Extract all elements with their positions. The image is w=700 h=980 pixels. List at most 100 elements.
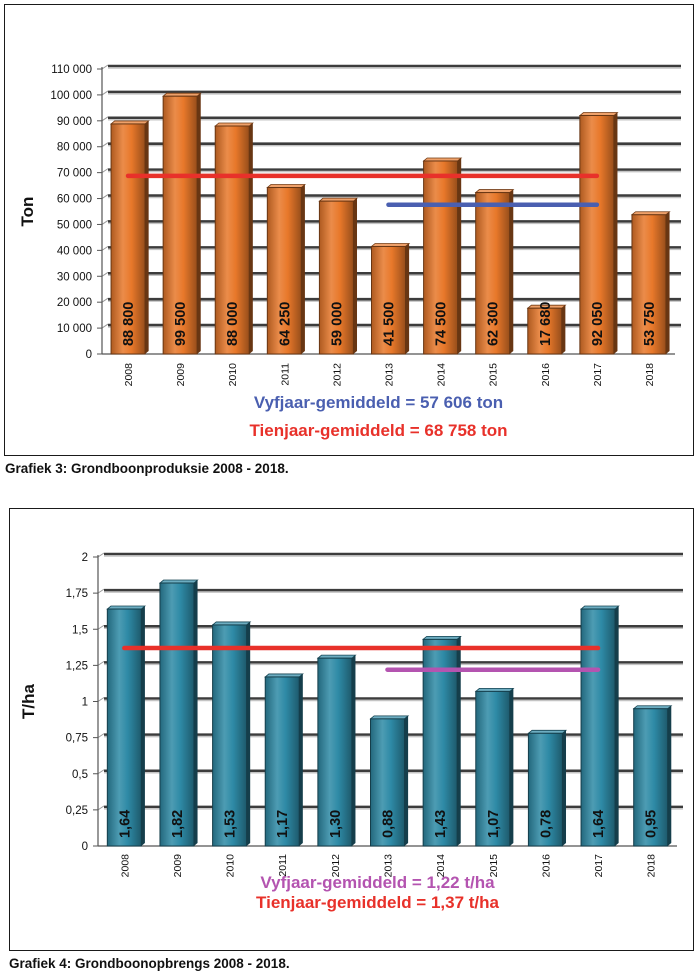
x-tick-label: 2012: [331, 363, 343, 387]
bar-value-label: 74 500: [434, 302, 450, 346]
average-legend-label: Tienjaar-gemiddeld = 68 758 ton: [249, 421, 507, 440]
average-legend-label: Vyfjaar-gemiddeld = 57 606 ton: [254, 393, 503, 412]
bar-value-label: 92 050: [590, 302, 606, 346]
bar: [370, 718, 405, 847]
y-tick-label: 70 000: [57, 168, 92, 180]
bar-side: [457, 636, 461, 846]
bar-value-label: 1,43: [433, 810, 449, 838]
y-tick-label: 0,75: [66, 733, 88, 745]
bar: [633, 708, 669, 847]
bar-side: [665, 211, 670, 354]
bar-value-label: 99 500: [173, 302, 189, 346]
bar-value-label: 1,53: [223, 810, 239, 838]
bar: [475, 690, 511, 847]
x-tick-label: 2018: [646, 854, 658, 878]
bar: [579, 115, 615, 355]
gridline-depth: [101, 220, 109, 225]
gridline-depth: [97, 588, 105, 594]
y-axis-label: Ton: [18, 197, 37, 227]
gridline-depth: [97, 660, 105, 666]
bar-side: [404, 715, 409, 846]
x-tick-label: 2008: [123, 363, 135, 387]
bar-value-label: 0,78: [538, 810, 554, 838]
x-tick-label: 2013: [383, 854, 395, 878]
bar-value-label: 41 500: [382, 302, 398, 346]
bar-side: [351, 655, 356, 846]
x-tick-label: 2014: [436, 363, 448, 387]
y-tick-label: 0: [86, 349, 92, 361]
bar-side: [509, 688, 514, 846]
x-tick-label: 2010: [227, 363, 239, 387]
bar: [318, 200, 354, 355]
bar-side: [457, 157, 462, 354]
bar-value-label: 1,64: [117, 810, 133, 838]
production-chart: 0 10 000 20 000 30 000 40 000 50 000 60 000 70 …: [18, 64, 681, 440]
bar-side: [667, 705, 672, 846]
gridline-depth: [101, 194, 109, 199]
x-tick-label: 2012: [330, 854, 342, 878]
x-tick-label: 2008: [119, 854, 131, 878]
gridline-depth: [101, 323, 109, 329]
bar-value-label: 88 000: [225, 302, 241, 346]
gridline-depth: [97, 769, 105, 775]
y-tick-label: 60 000: [57, 194, 92, 206]
x-tick-label: 2017: [593, 854, 605, 878]
bar: [264, 676, 300, 847]
y-tick-label: 90 000: [57, 116, 92, 128]
bar-value-label: 59 000: [329, 302, 345, 346]
bar-side: [562, 730, 567, 846]
bar-value-label: 62 300: [486, 302, 502, 346]
bar-side: [193, 580, 198, 846]
bar-side: [615, 606, 619, 846]
y-tick-label: 10 000: [57, 323, 92, 335]
y-tick-label: 80 000: [57, 142, 92, 154]
x-tick-label: 2014: [435, 854, 447, 878]
bar-side: [405, 243, 410, 354]
yield-chart-caption: Grafiek 4: Grondboonopbrengs 2008 - 2018…: [9, 956, 290, 971]
bar-value-label: 0,88: [381, 810, 397, 838]
bar-side: [249, 123, 253, 354]
bar-value-label: 1,30: [328, 810, 344, 838]
gridline-depth: [97, 552, 105, 558]
y-tick-label: 2: [82, 552, 88, 564]
x-tick-label: 2011: [279, 363, 291, 386]
bar-side: [509, 189, 514, 354]
x-tick-label: 2009: [175, 363, 187, 387]
bar-side: [561, 305, 566, 354]
average-legend-label: Vyfjaar-gemiddeld = 1,22 t/ha: [260, 873, 495, 892]
bar-side: [299, 673, 303, 846]
bar-value-label: 64 250: [277, 302, 293, 346]
bar-side: [353, 198, 358, 354]
x-tick-label: 2015: [488, 854, 500, 878]
bar: [162, 95, 198, 355]
bar: [631, 214, 667, 355]
x-tick-label: 2009: [172, 854, 184, 878]
bar: [475, 192, 511, 355]
bar-side: [246, 621, 251, 846]
gridline-depth: [101, 168, 109, 174]
production-chart-caption: Grafiek 3: Grondboonproduksie 2008 - 201…: [5, 461, 289, 476]
gridline-depth: [97, 697, 105, 702]
y-tick-label: 30 000: [57, 271, 92, 283]
bar: [159, 582, 195, 847]
gridline-depth: [97, 733, 105, 739]
bar-value-label: 1,82: [170, 810, 186, 838]
x-tick-label: 2010: [225, 854, 237, 878]
average-legend-label: Tienjaar-gemiddeld = 1,37 t/ha: [256, 893, 500, 912]
gridline-depth: [101, 297, 109, 303]
y-tick-label: 20 000: [57, 297, 92, 309]
gridline-depth: [101, 271, 109, 277]
bar-side: [145, 120, 149, 354]
y-tick-label: 1,5: [72, 624, 88, 636]
bar: [317, 657, 353, 847]
bar: [266, 187, 302, 355]
x-tick-label: 2018: [644, 363, 656, 387]
bar: [527, 732, 563, 847]
gridline-depth: [97, 624, 105, 630]
production-chart-frame: 0 10 000 20 000 30 000 40 000 50 000 60 000 70 …: [4, 4, 694, 456]
y-tick-label: 1,75: [66, 588, 88, 600]
y-tick-label: 50 000: [57, 219, 92, 231]
bar-value-label: 1,64: [591, 810, 607, 838]
gridline-depth: [97, 805, 105, 811]
bar: [423, 160, 459, 355]
